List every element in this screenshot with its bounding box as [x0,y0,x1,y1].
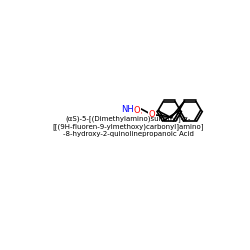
Text: O: O [134,106,140,115]
Text: O: O [148,110,155,119]
Text: (αS)-5-[(Dimethylamino)sulfonyl]-α-
[[(9H-fluoren-9-ylmethoxy)carbonyl]amino]
-8: (αS)-5-[(Dimethylamino)sulfonyl]-α- [[(9… [52,116,204,137]
Text: NH: NH [121,106,134,114]
